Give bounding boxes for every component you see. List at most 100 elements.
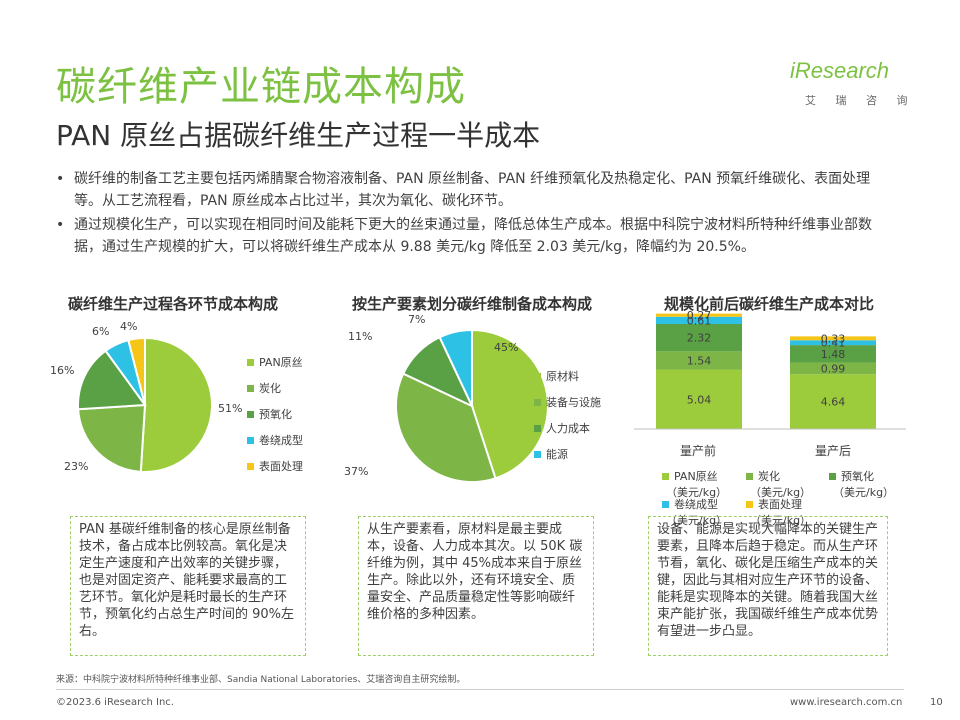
legend-label: 卷绕成型 bbox=[259, 434, 303, 447]
legend-unit: （美元/kg） bbox=[750, 486, 812, 499]
bar-segment bbox=[656, 316, 742, 324]
legend-swatch bbox=[247, 358, 254, 366]
bar-segment bbox=[656, 313, 742, 317]
bar-segment bbox=[790, 345, 876, 363]
note-box-1: PAN 基碳纤维制备的核心是原丝制备技术，备占成本比例较高。氧化是决定生产速度和… bbox=[70, 516, 306, 656]
legend-label: 预氧化 bbox=[841, 470, 874, 483]
legend-label: 能源 bbox=[546, 448, 568, 461]
bar-value-label: 4.64 bbox=[821, 396, 846, 409]
legend-unit: （美元/kg） bbox=[833, 486, 895, 499]
legend-item: PAN原丝 （美元/kg） bbox=[662, 468, 727, 500]
legend-unit: （美元/kg） bbox=[666, 514, 728, 527]
chart1-pie bbox=[77, 336, 213, 473]
bar-segment bbox=[790, 374, 876, 429]
legend-item: 能源 bbox=[534, 446, 601, 462]
chart3-bars: 5.041.542.320.610.274.640.991.480.410.33 bbox=[634, 310, 906, 430]
chart2-legend: 原材料 装备与设施 人力成本 能源 bbox=[534, 368, 601, 462]
legend-item: 炭化 （美元/kg） bbox=[746, 468, 811, 500]
chart2-label-equipment: 37% bbox=[344, 465, 369, 478]
legend-item: 预氧化 （美元/kg） bbox=[829, 468, 894, 500]
chart1-title: 碳纤维生产过程各环节成本构成 bbox=[68, 295, 279, 313]
chart1-label-carbonization: 23% bbox=[64, 460, 89, 473]
bar-segment bbox=[790, 362, 876, 375]
page-subtitle: PAN 原丝占据碳纤维生产过程一半成本 bbox=[56, 119, 541, 152]
legend-item: 炭化 bbox=[247, 380, 303, 396]
legend-swatch bbox=[247, 462, 254, 470]
legend-label: 表面处理 bbox=[259, 460, 303, 473]
chart2-title: 按生产要素划分碳纤维制备成本构成 bbox=[352, 295, 593, 313]
legend-swatch bbox=[534, 424, 541, 432]
legend-label: 原材料 bbox=[546, 370, 579, 383]
legend-swatch bbox=[534, 372, 541, 380]
chart2-label-labor: 11% bbox=[348, 330, 373, 343]
bar-segment bbox=[790, 336, 876, 341]
legend-swatch bbox=[746, 472, 753, 480]
pie-slice-equipment bbox=[395, 372, 497, 483]
chart1-label-winding: 6% bbox=[92, 325, 110, 338]
legend-label: 装备与设施 bbox=[546, 396, 601, 409]
chart1-legend: PAN原丝 炭化 预氧化 卷绕成型 表面处理 bbox=[247, 354, 303, 474]
website-link[interactable]: www.iresearch.com.cn bbox=[790, 697, 903, 708]
legend-swatch bbox=[247, 384, 254, 392]
legend-item: 卷绕成型 （美元/kg） bbox=[662, 496, 727, 528]
bar-value-label: 0.33 bbox=[821, 332, 846, 345]
bullet-text: 碳纤维的制备工艺主要包括丙烯腈聚合物溶液制备、PAN 原丝制备、PAN 纤维预氧… bbox=[74, 171, 871, 209]
bar-value-label: 5.04 bbox=[687, 393, 712, 406]
bar-segment bbox=[656, 323, 742, 352]
chart3-title: 规模化前后碳纤维生产成本对比 bbox=[664, 295, 875, 313]
note-box-3: 设备、能源是实现大幅降本的关键生产要素，且降本后趋于稳定。而从生产环节看，氧化、… bbox=[648, 516, 888, 656]
bar-value-label: 1.48 bbox=[821, 348, 846, 361]
legend-item: 人力成本 bbox=[534, 420, 601, 436]
pie-slice-oxidation bbox=[77, 349, 147, 411]
legend-swatch bbox=[829, 472, 836, 480]
chart2-label-raw: 45% bbox=[494, 341, 519, 354]
bullet-dot: • bbox=[56, 171, 65, 187]
legend-swatch bbox=[247, 436, 254, 444]
legend-label: 表面处理 bbox=[758, 498, 802, 511]
logo-subtitle: 艾 瑞 咨 询 bbox=[805, 94, 916, 107]
chart3-category-before: 量产前 bbox=[680, 444, 717, 458]
legend-item: 表面处理 bbox=[247, 458, 303, 474]
legend-label: 预氧化 bbox=[259, 408, 292, 421]
chart2-pie bbox=[395, 328, 549, 483]
bar-segment bbox=[656, 369, 742, 429]
pie-slice-raw-material bbox=[471, 328, 549, 480]
legend-item: PAN原丝 bbox=[247, 354, 303, 370]
page-title: 碳纤维产业链成本构成 bbox=[56, 64, 466, 110]
legend-swatch bbox=[534, 398, 541, 406]
legend-item: 原材料 bbox=[534, 368, 601, 384]
source-note: 来源：中科院宁波材料所特种纤维事业部、Sandia National Labor… bbox=[56, 675, 466, 685]
chart1-label-pan: 51% bbox=[218, 402, 243, 415]
chart1-label-surface: 4% bbox=[120, 320, 138, 333]
chart3-category-after: 量产后 bbox=[815, 444, 852, 458]
pie-slice-surface bbox=[127, 336, 146, 406]
legend-label: 炭化 bbox=[758, 470, 780, 483]
legend-item: 装备与设施 bbox=[534, 394, 601, 410]
bar-segment bbox=[790, 340, 876, 346]
bar-segment bbox=[656, 351, 742, 370]
legend-label: PAN原丝 bbox=[259, 356, 303, 369]
bar-value-label: 0.27 bbox=[687, 310, 712, 322]
bar-value-label: 0.61 bbox=[687, 314, 712, 327]
legend-swatch bbox=[534, 450, 541, 458]
chart1-label-oxidation: 16% bbox=[50, 364, 75, 377]
legend-swatch bbox=[662, 500, 669, 508]
legend-item: 卷绕成型 bbox=[247, 432, 303, 448]
legend-label: PAN原丝 bbox=[674, 470, 718, 483]
legend-unit: （美元/kg） bbox=[666, 486, 728, 499]
legend-swatch bbox=[746, 500, 753, 508]
bar-value-label: 0.99 bbox=[821, 362, 846, 375]
legend-swatch bbox=[247, 410, 254, 418]
bullet-item: • 通过规模化生产，可以实现在相同时间及能耗下更大的丝束通过量，降低总体生产成本… bbox=[56, 214, 896, 258]
legend-label: 炭化 bbox=[259, 382, 281, 395]
bullet-dot: • bbox=[56, 217, 65, 233]
legend-label: 人力成本 bbox=[546, 422, 590, 435]
bar-value-label: 1.54 bbox=[687, 354, 712, 367]
iresearch-logo: iResearch bbox=[790, 58, 890, 83]
footer-divider bbox=[56, 689, 904, 690]
page-number: 10 bbox=[930, 697, 943, 708]
bullet-text: 通过规模化生产，可以实现在相同时间及能耗下更大的丝束通过量，降低总体生产成本。根… bbox=[74, 217, 872, 255]
legend-label: 卷绕成型 bbox=[674, 498, 718, 511]
pie-slice-energy bbox=[438, 328, 473, 407]
chart3-legend: PAN原丝 （美元/kg） 炭化 （美元/kg） 预氧化 （美元/kg） 卷绕成… bbox=[662, 468, 912, 527]
